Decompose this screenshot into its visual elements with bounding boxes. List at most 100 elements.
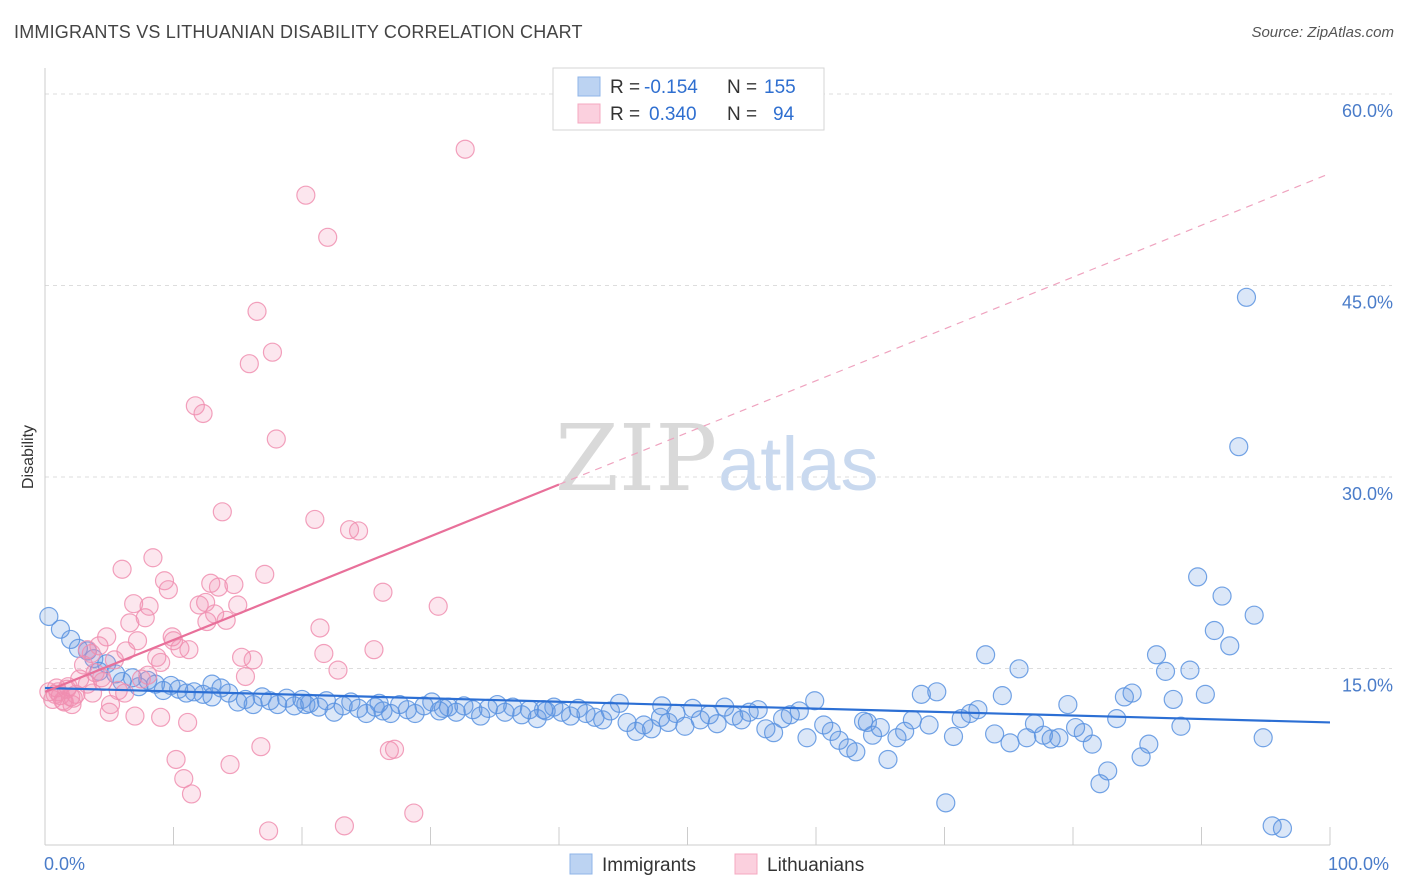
point-lithuanians-47 xyxy=(220,754,240,775)
point-lithuanians-57 xyxy=(258,821,279,841)
point-immigrants-105 xyxy=(895,721,915,741)
point-immigrants-153 xyxy=(296,694,316,715)
point-immigrants-92 xyxy=(789,701,809,721)
point-immigrants-117 xyxy=(992,686,1012,706)
point-immigrants-53 xyxy=(471,706,491,726)
point-lithuanians-68 xyxy=(348,521,369,541)
legend-swatch-lithuanians xyxy=(577,103,601,124)
point-immigrants-72 xyxy=(626,721,646,741)
point-lithuanians-63 xyxy=(314,643,334,664)
point-immigrants-123 xyxy=(1041,729,1061,749)
point-immigrants-144 xyxy=(1212,586,1232,606)
point-lithuanians-25 xyxy=(135,608,155,628)
point-immigrants-138 xyxy=(1163,689,1183,710)
point-immigrants-149 xyxy=(1253,728,1273,748)
point-immigrants-141 xyxy=(1188,567,1208,587)
point-lithuanians-48 xyxy=(224,574,244,595)
point-lithuanians-88 xyxy=(196,592,216,613)
point-lithuanians-35 xyxy=(174,769,194,789)
point-immigrants-52 xyxy=(463,700,483,720)
point-lithuanians-38 xyxy=(185,396,205,416)
point-immigrants-64 xyxy=(560,706,581,726)
point-immigrants-85 xyxy=(731,710,752,730)
point-immigrants-82 xyxy=(707,714,727,734)
point-lithuanians-31 xyxy=(158,580,178,600)
point-immigrants-131 xyxy=(1107,709,1127,729)
point-lithuanians-15 xyxy=(97,627,117,647)
point-immigrants-136 xyxy=(1146,645,1167,665)
point-immigrants-1 xyxy=(50,619,71,639)
point-immigrants-103 xyxy=(878,749,898,770)
point-lithuanians-56 xyxy=(255,564,275,584)
point-immigrants-135 xyxy=(1139,734,1159,754)
point-immigrants-104 xyxy=(887,728,907,748)
point-immigrants-118 xyxy=(1000,733,1020,753)
point-lithuanians-65 xyxy=(328,660,348,680)
point-lithuanians-84 xyxy=(138,665,158,685)
point-immigrants-125 xyxy=(1058,694,1078,715)
point-immigrants-128 xyxy=(1082,734,1102,754)
point-lithuanians-55 xyxy=(251,737,271,757)
trend-line-immigrants xyxy=(44,686,1331,724)
data-points xyxy=(39,139,1293,841)
point-lithuanians-28 xyxy=(147,647,167,667)
y-tick-label-60: 60.0% xyxy=(1342,101,1393,121)
point-lithuanians-54 xyxy=(247,301,267,321)
point-lithuanians-52 xyxy=(239,354,259,374)
point-immigrants-89 xyxy=(763,723,784,743)
point-lithuanians-21 xyxy=(120,613,140,633)
point-immigrants-154 xyxy=(202,674,222,694)
point-lithuanians-19 xyxy=(112,559,132,579)
point-lithuanians-61 xyxy=(305,509,325,530)
point-immigrants-119 xyxy=(1009,659,1029,679)
point-immigrants-145 xyxy=(1220,636,1240,656)
point-lithuanians-92 xyxy=(82,683,103,703)
point-lithuanians-75 xyxy=(455,139,475,159)
point-immigrants-102 xyxy=(870,717,890,738)
point-lithuanians-33 xyxy=(166,749,186,770)
legend-r-label-immigrants: R = xyxy=(610,77,640,98)
point-immigrants-116 xyxy=(985,724,1005,744)
y-tick-label-30: 30.0% xyxy=(1342,484,1393,504)
bottom-legend-swatch-lithuanians xyxy=(734,853,758,875)
point-immigrants-99 xyxy=(846,742,866,762)
trend-lines xyxy=(44,172,1331,724)
trend-line-lithuanians-extrapolated xyxy=(558,172,1331,486)
point-lithuanians-58 xyxy=(262,342,283,362)
point-lithuanians-82 xyxy=(115,683,135,703)
point-immigrants-0 xyxy=(39,606,59,627)
point-immigrants-124 xyxy=(1049,728,1069,748)
x-tick-label-min: 0.0% xyxy=(44,854,85,874)
legend-n-value-immigrants: 155 xyxy=(764,77,796,98)
point-lithuanians-59 xyxy=(266,429,286,449)
legend: R = -0.154 N = 155 R = 0.340 N = 94 xyxy=(552,67,825,131)
point-immigrants-157 xyxy=(433,698,453,718)
point-lithuanians-69 xyxy=(364,640,384,660)
chart-source: Source: ZipAtlas.com xyxy=(1251,24,1394,41)
legend-r-label-lithuanians: R = xyxy=(610,104,640,125)
point-lithuanians-23 xyxy=(127,631,148,651)
point-lithuanians-40 xyxy=(193,403,213,424)
point-immigrants-112 xyxy=(951,709,971,729)
point-immigrants-143 xyxy=(1204,620,1224,641)
point-immigrants-152 xyxy=(652,696,672,716)
point-immigrants-142 xyxy=(1195,684,1215,704)
point-immigrants-137 xyxy=(1155,661,1176,681)
point-immigrants-147 xyxy=(1236,287,1257,307)
y-tick-label-45: 45.0% xyxy=(1342,293,1393,313)
point-lithuanians-83 xyxy=(125,706,145,726)
point-immigrants-139 xyxy=(1171,716,1191,736)
point-immigrants-50 xyxy=(446,702,466,722)
point-lithuanians-22 xyxy=(124,594,144,614)
point-immigrants-140 xyxy=(1180,660,1200,680)
point-immigrants-114 xyxy=(968,700,988,720)
point-lithuanians-51 xyxy=(235,666,256,687)
point-lithuanians-44 xyxy=(208,577,229,597)
point-lithuanians-36 xyxy=(178,712,198,733)
point-immigrants-111 xyxy=(943,726,964,747)
point-immigrants-151 xyxy=(1272,818,1293,839)
bottom-legend-label-immigrants: Immigrants xyxy=(602,855,696,876)
legend-n-label-lithuanians: N = xyxy=(727,104,757,125)
point-lithuanians-85 xyxy=(151,652,171,673)
